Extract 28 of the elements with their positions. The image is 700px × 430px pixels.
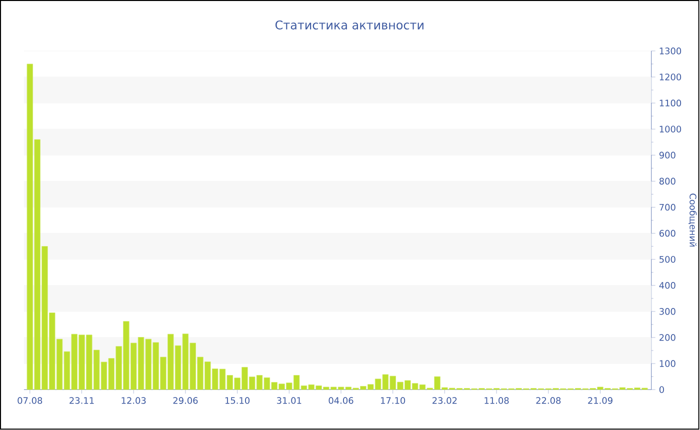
y-tick-label: 500 (660, 256, 676, 263)
y-tick-label: 1000 (660, 126, 682, 133)
x-tick-label: 12.03 (122, 397, 146, 404)
y-axis-title: Сообщений (688, 194, 697, 247)
y-tick-label: 1100 (660, 100, 682, 107)
x-tick-label: 22.08 (536, 397, 561, 404)
x-tick-label: 29.06 (173, 397, 198, 404)
y-tick-label: 200 (660, 334, 676, 342)
chart-title: Статистика активности (276, 20, 424, 30)
y-tick-label: 600 (659, 230, 676, 237)
x-tick-label: 04.06 (328, 397, 354, 404)
y-tick-label: 700 (660, 204, 676, 211)
y-tick-label: 100 (660, 360, 676, 368)
x-tick-label: 23.02 (432, 397, 457, 404)
y-tick-label: 400 (659, 282, 676, 290)
x-tick-label: 31.01 (277, 397, 302, 404)
x-tick-label: 21.09 (588, 397, 612, 404)
y-tick-label: 300 (660, 308, 676, 316)
y-tick-label: 1300 (660, 48, 682, 55)
y-tick-label: 900 (659, 152, 676, 159)
x-tick-label: 11.08 (484, 397, 509, 404)
x-tick-label: 07.08 (18, 397, 42, 404)
x-tick-label: 17.10 (381, 397, 406, 404)
y-tick-label: 0 (659, 386, 664, 394)
x-tick-label: 23.11 (70, 397, 94, 404)
x-tick-label: 15.10 (225, 397, 250, 404)
y-tick-label: 1200 (660, 74, 682, 81)
y-tick-label: 800 (659, 178, 676, 185)
